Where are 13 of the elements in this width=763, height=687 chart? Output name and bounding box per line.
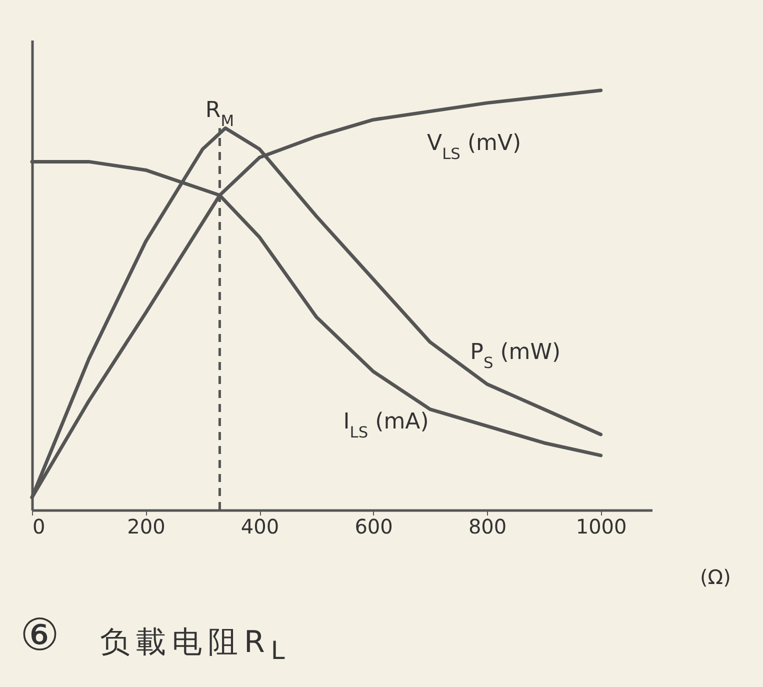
series-label: I$_{LS}$ (mA) [343, 410, 429, 442]
series-label: P$_{S}$ (mW) [470, 340, 561, 372]
ref-line-label: R$_{M}$ [205, 98, 234, 130]
x-tick-label: 800 [468, 514, 507, 538]
text: ⑥ [20, 610, 60, 661]
x-tick-label: 1000 [576, 514, 627, 538]
x-tick-label: 600 [354, 514, 393, 538]
x-axis-title: 负載电阻R$_{L}$ [100, 624, 291, 665]
x-tick-label: 0 [32, 514, 46, 538]
text: (Ω) [700, 565, 731, 589]
series-label: V$_{LS}$ (mV) [427, 130, 522, 163]
x-tick-label: 200 [127, 514, 166, 538]
x-tick-label: 400 [240, 514, 280, 538]
